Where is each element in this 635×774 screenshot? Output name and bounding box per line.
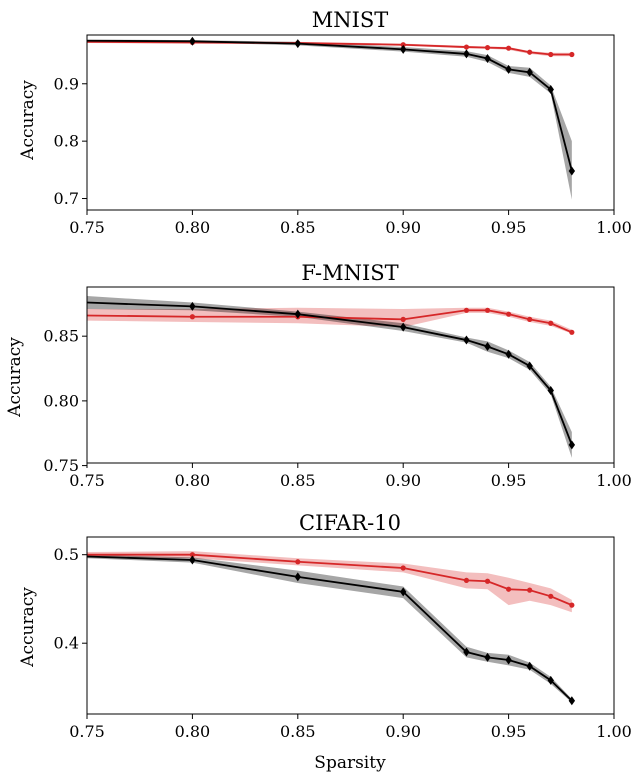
- fmnist-red-series-line: [86, 309, 573, 334]
- cifar10-red-point: [506, 586, 512, 592]
- fmnist-x-tick-label: 0.95: [491, 471, 527, 490]
- cifar10-y-tick-label: 0.4: [54, 634, 79, 653]
- cifar10-x-tick-label: 0.85: [280, 722, 316, 741]
- fmnist-black-series-line: [86, 301, 573, 446]
- cifar10-x-tick-label: 1.00: [596, 722, 632, 741]
- cifar10-red-point: [463, 577, 470, 583]
- fmnist-red-point: [400, 316, 406, 322]
- fmnist-black-point: [484, 342, 491, 352]
- mnist-ylabel: Accuracy: [18, 80, 38, 161]
- cifar10-black-point: [400, 587, 407, 597]
- cifar10-y-tick-label: 0.5: [54, 545, 79, 564]
- fmnist-x-tick-label: 1.00: [596, 471, 632, 490]
- fmnist-y-tick-label: 0.85: [43, 327, 79, 346]
- fmnist-red-point: [548, 320, 554, 326]
- cifar10-red-point: [484, 578, 491, 584]
- mnist-panel: MNIST Accuracy 0.75 0.80 0.85 0.90 0.95 1.00 0…: [18, 8, 632, 237]
- fmnist-x-tick-label: 0.75: [69, 471, 105, 490]
- fmnist-ylabel: Accuracy: [5, 337, 25, 418]
- mnist-x-tick-label: 0.75: [69, 218, 105, 237]
- fmnist-y-tick-label: 0.80: [43, 391, 79, 410]
- mnist-red-series-line: [86, 40, 572, 56]
- mnist-black-point: [189, 36, 196, 46]
- fmnist-red-point: [484, 307, 491, 313]
- cifar10-red-point: [189, 552, 195, 558]
- fmnist-red-point: [569, 329, 575, 335]
- fmnist-x-tick-label: 0.90: [385, 471, 421, 490]
- cifar10-red-point: [548, 593, 554, 599]
- mnist-black-point: [568, 166, 576, 176]
- cifar10-black-point: [294, 572, 301, 582]
- fmnist-black-point: [505, 349, 512, 359]
- mnist-black-point: [505, 64, 512, 74]
- cifar10-red-point: [295, 559, 301, 565]
- fmnist-y-tick-label: 0.75: [43, 456, 79, 475]
- mnist-y-tick-label: 0.8: [54, 132, 79, 151]
- cifar10-black-point: [484, 652, 491, 662]
- cifar10-x-tick-label: 0.95: [491, 722, 527, 741]
- mnist-x-tick-label: 0.85: [280, 218, 316, 237]
- cifar10-black-point: [463, 647, 470, 657]
- cifar10-panel: CIFAR-10 Accuracy 0.75 0.80 0.85 0.90 0.95 1.…: [18, 511, 632, 741]
- fmnist-red-point: [506, 311, 512, 317]
- mnist-x-tick-label: 1.00: [596, 218, 632, 237]
- mnist-y-tick-label: 0.9: [54, 74, 79, 93]
- cifar10-red-point: [527, 587, 533, 593]
- fmnist-red-point: [189, 314, 195, 320]
- mnist-x-tick-label: 0.90: [385, 218, 421, 237]
- cifar10-x-tick-label: 0.90: [385, 722, 421, 741]
- fmnist-x-tick-label: 0.80: [175, 471, 211, 490]
- fmnist-black-point: [463, 335, 470, 345]
- mnist-black-point: [463, 49, 470, 59]
- fmnist-black-point: [400, 322, 407, 332]
- cifar10-x-tick-label: 0.75: [69, 722, 105, 741]
- mnist-x-tick-label: 0.80: [175, 218, 211, 237]
- mnist-red-point: [400, 42, 406, 48]
- mnist-red-point: [527, 49, 533, 55]
- mnist-black-point: [294, 39, 301, 49]
- cifar10-red-point: [569, 602, 575, 608]
- mnist-black-point: [400, 44, 407, 54]
- cifar10-black-point: [568, 696, 576, 706]
- mnist-red-point: [506, 45, 512, 51]
- cifar10-black-point: [189, 555, 196, 565]
- mnist-x-tick-label: 0.95: [491, 218, 527, 237]
- fmnist-black-point: [294, 309, 301, 319]
- fmnist-red-point: [463, 307, 470, 313]
- mnist-y-tick-label: 0.7: [54, 189, 79, 208]
- cifar10-title: CIFAR-10: [299, 511, 401, 535]
- mnist-black-series-line: [86, 39, 573, 172]
- cifar10-red-series-line: [87, 553, 573, 606]
- mnist-black-point: [526, 67, 533, 77]
- fmnist-panel: F-MNIST Accuracy 0.75 0.80 0.85 0.90 0.95 1.0…: [5, 261, 632, 490]
- cifar10-ylabel: Accuracy: [18, 587, 38, 668]
- mnist-black-point: [547, 85, 554, 95]
- cifar10-x-tick-label: 0.80: [175, 722, 211, 741]
- fmnist-black-point: [547, 386, 554, 396]
- mnist-red-point: [484, 45, 491, 51]
- cifar10-black-point: [526, 661, 533, 671]
- cifar10-black-point: [505, 655, 512, 665]
- fmnist-title: F-MNIST: [301, 261, 398, 285]
- cifar10-plot-frame: [86, 536, 615, 715]
- fmnist-black-point: [189, 301, 196, 311]
- x-axis-label: Sparsity: [314, 753, 386, 773]
- cifar10-black-confidence-band: [87, 554, 572, 703]
- fmnist-plot-frame: [86, 286, 615, 464]
- cifar10-red-point: [400, 565, 406, 571]
- fmnist-red-confidence-band: [87, 307, 572, 334]
- cifar10-black-series-line: [86, 555, 573, 702]
- fmnist-black-point: [568, 440, 576, 450]
- mnist-red-point: [548, 51, 554, 58]
- fmnist-x-tick-label: 0.85: [280, 471, 316, 490]
- mnist-red-point: [569, 51, 575, 58]
- fmnist-black-point: [526, 361, 533, 371]
- mnist-red-point: [463, 44, 470, 50]
- mnist-title: MNIST: [312, 8, 389, 32]
- mnist-black-point: [484, 54, 491, 64]
- mnist-plot-frame: [86, 34, 615, 211]
- fmnist-red-point: [527, 316, 533, 322]
- cifar10-black-point: [547, 675, 554, 685]
